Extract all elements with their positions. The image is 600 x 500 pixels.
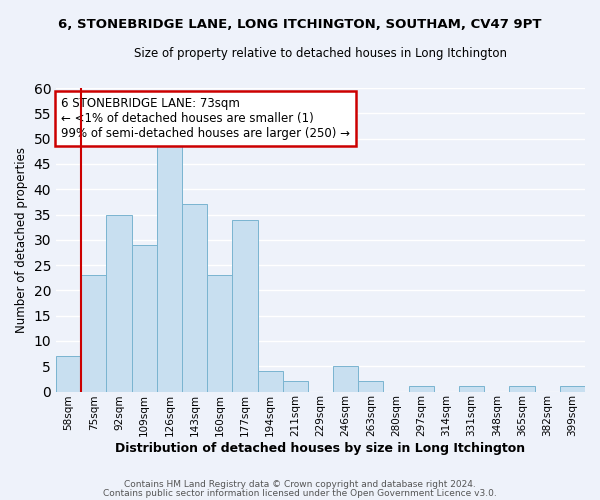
Bar: [257, 372, 283, 392]
Text: Contains HM Land Registry data © Crown copyright and database right 2024.: Contains HM Land Registry data © Crown c…: [124, 480, 476, 489]
X-axis label: Distribution of detached houses by size in Long Itchington: Distribution of detached houses by size …: [115, 442, 526, 455]
Bar: [182, 204, 207, 392]
Bar: [409, 386, 434, 392]
Bar: [56, 356, 81, 392]
Bar: [106, 214, 131, 392]
Bar: [81, 275, 106, 392]
Bar: [283, 382, 308, 392]
Title: Size of property relative to detached houses in Long Itchington: Size of property relative to detached ho…: [134, 48, 507, 60]
Bar: [333, 366, 358, 392]
Bar: [232, 220, 257, 392]
Text: Contains public sector information licensed under the Open Government Licence v3: Contains public sector information licen…: [103, 488, 497, 498]
Bar: [509, 386, 535, 392]
Bar: [131, 245, 157, 392]
Bar: [358, 382, 383, 392]
Text: 6 STONEBRIDGE LANE: 73sqm
← <1% of detached houses are smaller (1)
99% of semi-d: 6 STONEBRIDGE LANE: 73sqm ← <1% of detac…: [61, 97, 350, 140]
Y-axis label: Number of detached properties: Number of detached properties: [15, 147, 28, 333]
Bar: [207, 275, 232, 392]
Bar: [560, 386, 585, 392]
Bar: [157, 138, 182, 392]
Bar: [459, 386, 484, 392]
Text: 6, STONEBRIDGE LANE, LONG ITCHINGTON, SOUTHAM, CV47 9PT: 6, STONEBRIDGE LANE, LONG ITCHINGTON, SO…: [58, 18, 542, 30]
